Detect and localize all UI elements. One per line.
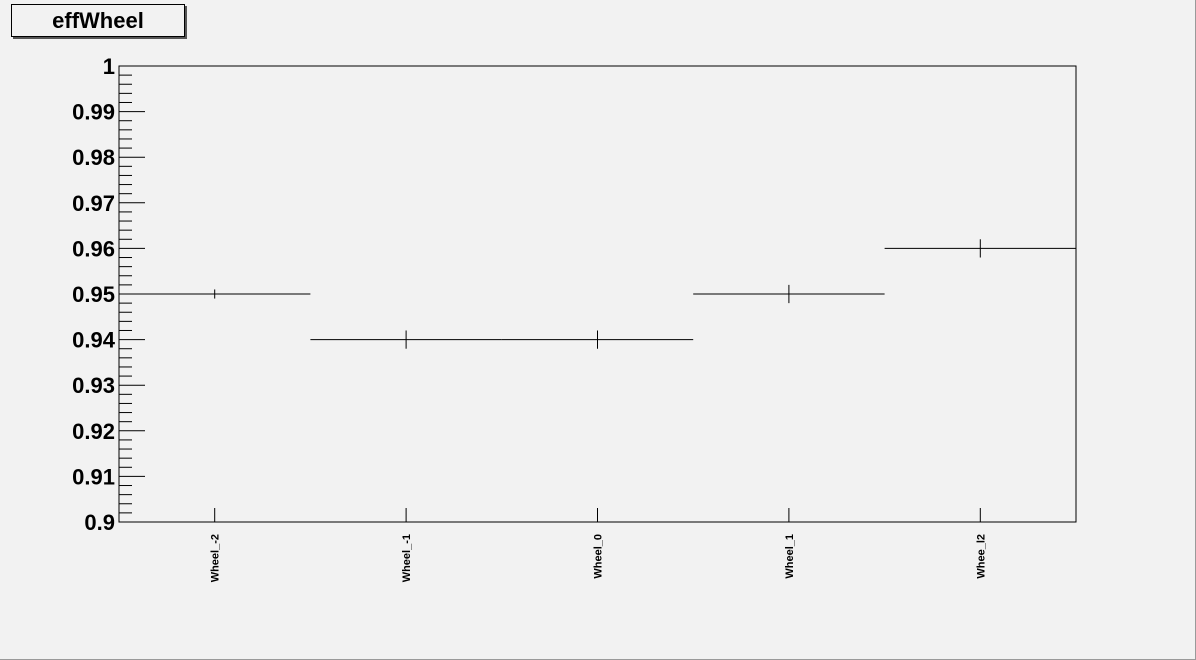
y-tick-label: 0.97: [72, 191, 115, 216]
data-point: [502, 330, 693, 348]
y-tick-label: 0.91: [72, 464, 115, 489]
x-axis: Wheel_-2 Wheel_-1 Wheel_0 Wheel_1 Whee_l2: [210, 508, 988, 582]
x-tick-label: Wheel_0: [593, 534, 605, 579]
data-series: [119, 239, 1076, 348]
y-tick-label: 0.9: [84, 510, 115, 535]
y-tick-label: 0.99: [72, 100, 115, 125]
data-point: [119, 289, 310, 298]
data-point: [885, 239, 1076, 257]
x-tick-label: Wheel_-1: [401, 534, 413, 582]
y-tick-label: 0.95: [72, 282, 115, 307]
y-tick-label: 0.92: [72, 419, 115, 444]
y-tick-label: 0.94: [72, 328, 116, 353]
y-tick-label: 0.93: [72, 373, 115, 398]
y-tick-label: 1: [103, 54, 115, 79]
x-tick-label: Whee_l2: [975, 534, 987, 579]
y-tick-label: 0.96: [72, 236, 115, 261]
data-point: [693, 285, 884, 303]
y-tick-label: 0.98: [72, 145, 115, 170]
data-point: [310, 330, 501, 348]
x-tick-label: Wheel_1: [784, 534, 796, 579]
x-tick-label: Wheel_-2: [210, 534, 222, 582]
